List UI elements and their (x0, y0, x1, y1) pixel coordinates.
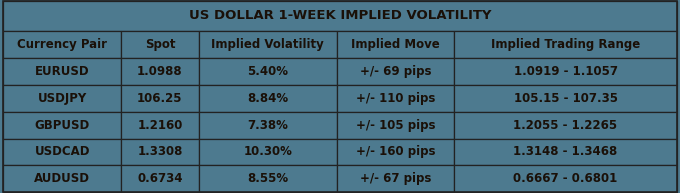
Bar (3, 85, 121, 112)
Bar (199, 165, 337, 192)
Text: 0.6667 - 0.6801: 0.6667 - 0.6801 (513, 172, 617, 185)
Bar (337, 85, 454, 112)
Text: 1.2055 - 1.2265: 1.2055 - 1.2265 (513, 119, 617, 132)
Bar (3, 30, 121, 58)
Bar (199, 139, 337, 165)
Bar (454, 58, 677, 85)
Bar (121, 30, 199, 58)
Bar (121, 112, 199, 139)
Text: Spot: Spot (145, 38, 175, 51)
Bar (3, 112, 121, 139)
Text: 106.25: 106.25 (137, 92, 183, 105)
Text: USDJPY: USDJPY (37, 92, 87, 105)
Text: 105.15 - 107.35: 105.15 - 107.35 (513, 92, 617, 105)
Bar (454, 112, 677, 139)
Bar (121, 58, 199, 85)
Text: 10.30%: 10.30% (243, 145, 292, 158)
Text: 1.3308: 1.3308 (137, 145, 183, 158)
Bar (3, 165, 121, 192)
Bar (454, 165, 677, 192)
Text: +/- 105 pips: +/- 105 pips (356, 119, 435, 132)
Bar (199, 30, 337, 58)
Text: USDCAD: USDCAD (35, 145, 90, 158)
Bar (337, 58, 454, 85)
Bar (199, 85, 337, 112)
Bar (121, 85, 199, 112)
Text: AUDUSD: AUDUSD (34, 172, 90, 185)
Text: 1.2160: 1.2160 (137, 119, 183, 132)
Bar (337, 112, 454, 139)
Bar (121, 165, 199, 192)
Bar (337, 165, 454, 192)
Text: +/- 110 pips: +/- 110 pips (356, 92, 435, 105)
Text: GBPUSD: GBPUSD (35, 119, 90, 132)
Text: Implied Trading Range: Implied Trading Range (491, 38, 640, 51)
Text: 1.0919 - 1.1057: 1.0919 - 1.1057 (513, 65, 617, 78)
Text: 1.3148 - 1.3468: 1.3148 - 1.3468 (513, 145, 617, 158)
Text: 8.84%: 8.84% (247, 92, 288, 105)
Bar (3, 1, 677, 30)
Bar (454, 139, 677, 165)
Bar (199, 58, 337, 85)
Text: Implied Volatility: Implied Volatility (211, 38, 324, 51)
Bar (337, 30, 454, 58)
Text: 1.0988: 1.0988 (137, 65, 183, 78)
Text: 5.40%: 5.40% (247, 65, 288, 78)
Bar (454, 30, 677, 58)
Text: 7.38%: 7.38% (248, 119, 288, 132)
Text: 0.6734: 0.6734 (137, 172, 183, 185)
Bar (3, 139, 121, 165)
Text: 8.55%: 8.55% (247, 172, 288, 185)
Bar (121, 139, 199, 165)
Bar (199, 112, 337, 139)
Text: Currency Pair: Currency Pair (17, 38, 107, 51)
Text: Implied Move: Implied Move (351, 38, 440, 51)
Text: US DOLLAR 1-WEEK IMPLIED VOLATILITY: US DOLLAR 1-WEEK IMPLIED VOLATILITY (189, 9, 491, 22)
Bar (3, 58, 121, 85)
Text: +/- 69 pips: +/- 69 pips (360, 65, 431, 78)
Text: +/- 67 pips: +/- 67 pips (360, 172, 431, 185)
Bar (337, 139, 454, 165)
Text: EURUSD: EURUSD (35, 65, 90, 78)
Text: +/- 160 pips: +/- 160 pips (356, 145, 435, 158)
Bar (454, 85, 677, 112)
